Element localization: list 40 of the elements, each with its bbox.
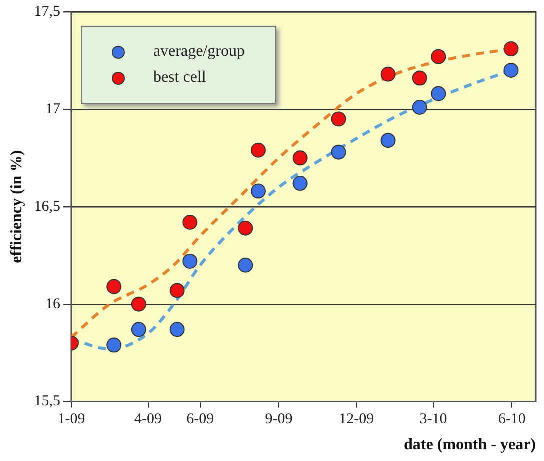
point <box>412 100 428 115</box>
point <box>182 214 198 230</box>
point <box>292 176 308 192</box>
y-tick-label: 17,5 <box>34 4 60 20</box>
x-tick-label: 9-09 <box>265 412 293 428</box>
legend-label: best cell <box>153 69 206 87</box>
point <box>238 220 254 236</box>
x-tick-label: 6-10 <box>498 412 526 428</box>
point <box>431 49 446 64</box>
point <box>170 283 185 298</box>
y-tick-label: 16 <box>45 296 61 312</box>
y-tick-label: 15,5 <box>34 394 60 410</box>
point <box>331 112 346 127</box>
point <box>331 144 346 160</box>
point <box>238 258 254 273</box>
y-tick-label: 16,5 <box>34 198 60 215</box>
x-tick-label: 3-10 <box>420 412 448 428</box>
point <box>131 322 146 338</box>
x-tick-label: 12-09 <box>339 412 374 428</box>
point <box>170 322 185 338</box>
y-axis-title: efficiency (in %) <box>8 150 26 264</box>
point <box>250 184 266 199</box>
point <box>504 62 519 78</box>
y-tick-label: 17 <box>45 101 61 118</box>
point <box>292 150 308 166</box>
point <box>380 133 396 148</box>
point <box>431 86 446 102</box>
point <box>250 142 266 158</box>
legend-label: average/group <box>153 43 245 61</box>
point <box>131 296 146 312</box>
point <box>380 66 396 82</box>
x-tick-label: 6-09 <box>186 412 214 428</box>
x-axis-title: date (month - year) <box>404 436 536 454</box>
point <box>106 279 122 294</box>
point <box>504 42 519 57</box>
point <box>182 254 198 269</box>
x-tick-label: 1-09 <box>58 412 86 428</box>
point <box>412 70 428 86</box>
x-tick-label: 4-09 <box>134 412 162 428</box>
point <box>106 338 122 353</box>
